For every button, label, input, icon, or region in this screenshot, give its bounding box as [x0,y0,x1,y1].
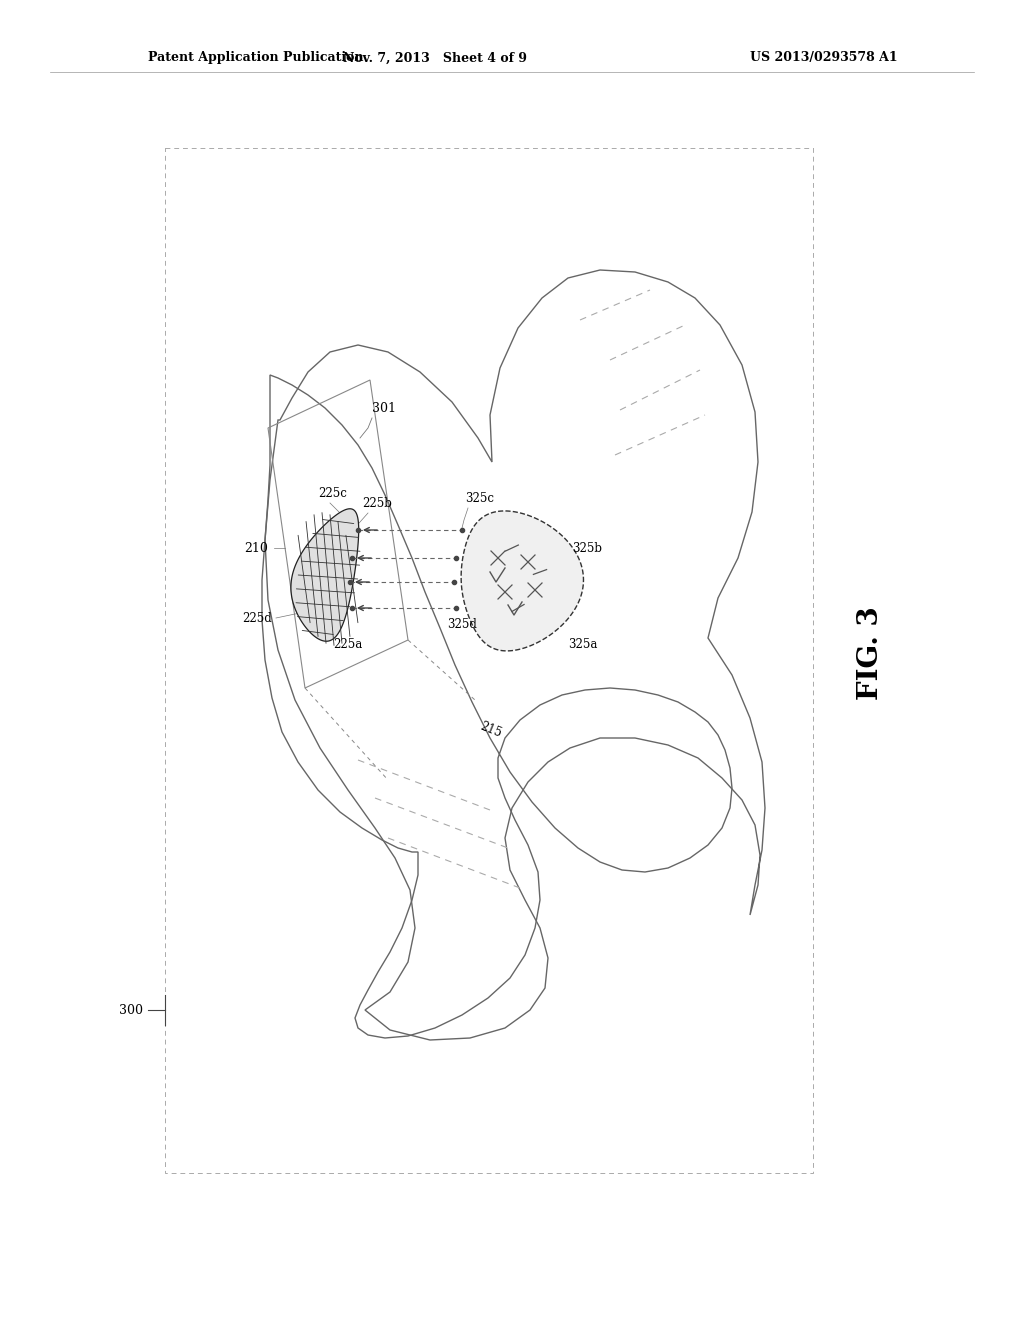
Text: 325b: 325b [572,541,602,554]
Text: 300: 300 [119,1003,143,1016]
Text: 210: 210 [244,541,268,554]
Polygon shape [291,508,358,642]
Text: Patent Application Publication: Patent Application Publication [148,51,364,65]
Text: 325c: 325c [465,492,494,506]
Polygon shape [461,511,584,651]
Text: 325a: 325a [568,638,597,651]
Text: 215: 215 [478,719,504,741]
Text: 225b: 225b [362,498,392,510]
Text: FIG. 3: FIG. 3 [856,606,884,700]
Text: 301: 301 [372,403,396,414]
Bar [165,148,813,1173]
Text: 225a: 225a [334,638,362,651]
Text: 225d: 225d [243,611,272,624]
Text: Nov. 7, 2013   Sheet 4 of 9: Nov. 7, 2013 Sheet 4 of 9 [343,51,527,65]
Text: 225c: 225c [318,487,347,500]
Text: 325d: 325d [447,618,477,631]
Text: US 2013/0293578 A1: US 2013/0293578 A1 [750,51,898,65]
